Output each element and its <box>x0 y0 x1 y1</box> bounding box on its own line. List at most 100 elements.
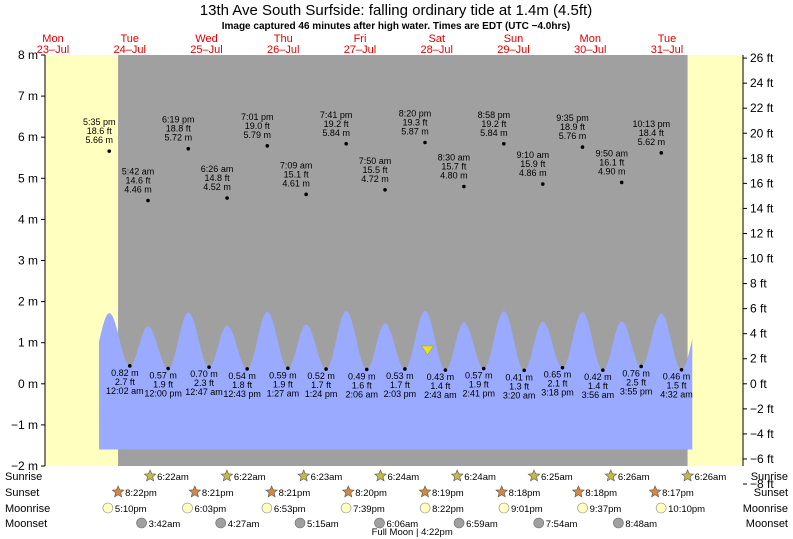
tide-time: 9:10 am <box>517 150 550 160</box>
chart-title: 13th Ave South Surfside: falling ordinar… <box>200 2 592 19</box>
tide-dot <box>364 367 369 372</box>
moonrise-time: 6:53pm <box>274 504 306 515</box>
tide-time: 12:02 am <box>106 386 144 396</box>
sunrise-icon <box>374 469 387 482</box>
sunrise-icon <box>143 469 157 482</box>
moonset-time: 5:15am <box>307 519 339 530</box>
tide-height-m: 0.57 m <box>149 371 177 381</box>
now-marker <box>421 345 435 356</box>
tide-dot <box>659 151 664 155</box>
tide-height-ft: 1.9 ft <box>469 380 490 390</box>
tide-height-m: 0.53 m <box>386 371 414 381</box>
moonset-time: 4:27am <box>228 519 260 530</box>
right-tick-label: −4 ft <box>750 427 774 441</box>
day-date: 30–Jul <box>574 44 606 56</box>
tide-time: 9:35 pm <box>556 113 589 123</box>
moonrise-time: 9:37pm <box>590 504 622 515</box>
right-tick-label: 8 ft <box>750 277 767 291</box>
tide-height-m: 5.72 m <box>165 133 193 143</box>
tide-time: 12:43 pm <box>223 389 261 399</box>
left-tick-label: 8 m <box>18 48 38 62</box>
tide-height-m: 0.65 m <box>544 370 572 380</box>
tide-height-m: 0.41 m <box>505 372 533 382</box>
row-label-left: Sunrise <box>5 471 42 483</box>
sunset-icon <box>341 485 355 498</box>
tide-time: 6:26 am <box>201 164 234 174</box>
tide-time: 12:00 pm <box>144 389 182 399</box>
left-tick-label: 7 m <box>18 89 38 103</box>
right-tick-label: 2 ft <box>750 352 767 366</box>
day-name: Mon <box>42 33 63 45</box>
tide-dot <box>481 366 486 371</box>
sunset-icon <box>188 485 202 498</box>
tide-height-m: 5.87 m <box>401 127 429 137</box>
axes: −2 m −1 m 0 m 1 m 2 m 3 m 4 m 5 m 6 m 7 m 8 m −8 ft… <box>11 48 774 491</box>
tide-dot <box>462 184 466 189</box>
tide-time: 1:27 am <box>267 388 300 398</box>
tide-time: 12:47 am <box>185 387 223 397</box>
water-area <box>99 310 693 450</box>
sun-moon-events: Sunrise Sunrise Sunset Sunset Moonrise Moonri… <box>5 469 788 538</box>
sunset-time: 8:21pm <box>279 488 311 499</box>
sunset-time: 8:18pm <box>509 488 541 499</box>
tide-height-ft: 19.2 ft <box>324 119 350 129</box>
right-tick-label: 4 ft <box>750 327 767 341</box>
chart-subtitle: Image captured 46 minutes after high wat… <box>222 21 571 32</box>
tide-dot <box>580 145 585 149</box>
tide-time: 5:42 am <box>122 166 155 176</box>
right-tick-label: 20 ft <box>750 126 774 140</box>
left-tick-label: −2 m <box>11 459 38 473</box>
tide-dot <box>383 188 387 192</box>
sunrise-time: 6:24am <box>464 472 496 483</box>
sunrise-time: 6:22am <box>234 472 266 483</box>
moonrise-time: 9:01pm <box>511 504 543 515</box>
moonset-icon <box>136 517 147 529</box>
sunrise-time: 6:26am <box>695 472 727 483</box>
tide-height-ft: 19.0 ft <box>245 121 271 131</box>
right-tick-label: 26 ft <box>750 51 774 65</box>
right-tick-label: 24 ft <box>750 76 774 90</box>
day-date: 26–Jul <box>267 44 299 56</box>
sunrise-icon <box>297 469 311 482</box>
tide-height-ft: 15.9 ft <box>520 159 546 169</box>
moonset-icon <box>613 517 624 529</box>
tide-dot <box>423 140 427 145</box>
right-tick-label: 22 ft <box>750 101 774 115</box>
sunrise-icon <box>604 469 618 482</box>
tide-time: 7:01 pm <box>241 112 274 122</box>
tide-height-ft: 15.5 ft <box>363 165 389 175</box>
tide-dot <box>639 364 643 369</box>
left-tick-label: 4 m <box>18 212 38 226</box>
moonrise-time: 5:10pm <box>115 504 147 515</box>
moonset-time: 7:54am <box>546 519 578 530</box>
left-tick-label: 0 m <box>18 377 38 391</box>
moonset-time: 3:42am <box>149 519 181 530</box>
tide-height-ft: 1.6 ft <box>352 380 373 390</box>
day-labels: Mon23–JulTue24–JulWed25–JulThu26–JulFri2… <box>37 33 683 56</box>
day-date: 28–Jul <box>421 44 453 56</box>
tide-time: 3:55 pm <box>620 386 653 396</box>
sunset-icon <box>418 485 432 498</box>
day-name: Tue <box>120 33 139 45</box>
tide-dot <box>107 149 112 153</box>
day-name: Sat <box>428 33 445 45</box>
tide-time: 6:19 pm <box>162 115 195 125</box>
tide-dot <box>541 182 545 186</box>
tide-height-m: 4.61 m <box>282 178 310 188</box>
tide-height-ft: 1.5 ft <box>666 381 687 391</box>
sunset-icon <box>648 485 662 498</box>
moonrise-time: 8:22pm <box>432 504 464 515</box>
tide-height-m: 0.52 m <box>307 371 335 381</box>
tide-height-ft: 1.9 ft <box>153 380 174 390</box>
tide-height-ft: 14.8 ft <box>205 173 231 183</box>
tide-time: 3:20 am <box>503 390 536 400</box>
left-tick-label: −1 m <box>11 418 38 432</box>
full-moon-label: Full Moon | 4:22pm <box>372 527 453 538</box>
tide-height-ft: 1.4 ft <box>588 381 609 391</box>
tide-dot <box>344 141 348 146</box>
tide-height-m: 0.54 m <box>228 371 256 381</box>
tide-height-m: 0.46 m <box>663 372 691 382</box>
day-date: 23–Jul <box>37 44 69 56</box>
